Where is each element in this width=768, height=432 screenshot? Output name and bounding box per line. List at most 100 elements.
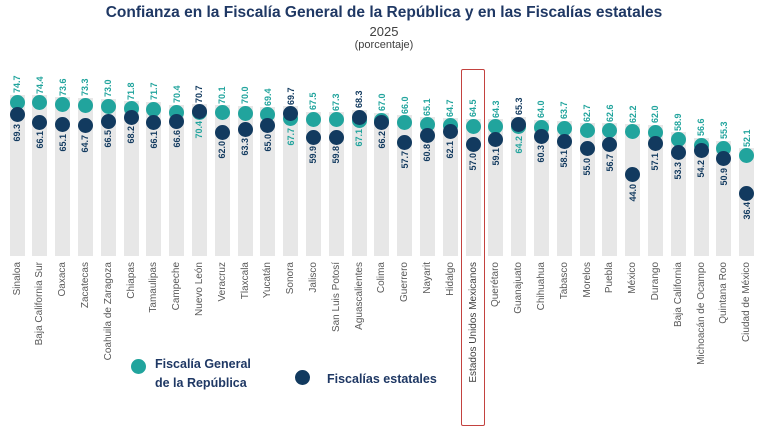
estatal-dot — [305, 129, 321, 145]
fgr-dot — [647, 124, 663, 140]
fgr-value-label: 73.6 — [57, 78, 68, 96]
bar — [670, 132, 686, 256]
estatal-value-label: 63.3 — [240, 138, 250, 156]
bar — [305, 111, 321, 256]
fgr-value-label: 67.7 — [285, 127, 296, 146]
bar — [602, 123, 618, 256]
fgr-dot — [77, 97, 93, 113]
estatal-value-label: 36.4 — [741, 202, 752, 220]
bar — [77, 97, 93, 256]
fgr-value-label: 55.3 — [718, 121, 729, 140]
category-label: Baja California Sur — [34, 262, 46, 346]
category-label: Nuevo León — [193, 262, 205, 316]
category-label: Campeche — [171, 262, 183, 311]
fgr-value-label: 70.4 — [171, 85, 182, 104]
estatal-value-label: 57.1 — [650, 152, 661, 171]
estatal-dot — [123, 109, 139, 125]
estatal-value-label: 59.1 — [490, 148, 501, 166]
estatal-dot — [328, 129, 344, 145]
category-label: Guerrero — [399, 262, 411, 303]
estatal-dot — [739, 185, 755, 201]
fgr-value-label: 66.0 — [399, 96, 410, 114]
estatal-dot — [511, 116, 527, 132]
category-label: Aguascalientes — [353, 262, 365, 330]
legend-estatales-dot-icon — [295, 370, 310, 385]
fgr-dot — [602, 123, 618, 139]
bar — [32, 95, 48, 256]
bar — [214, 105, 230, 256]
estatal-dot — [397, 134, 413, 150]
fgr-dot — [237, 105, 253, 121]
category-label: Morelos — [581, 262, 593, 298]
estatal-dot — [533, 128, 549, 144]
estatal-value-label: 70.7 — [194, 84, 205, 103]
bar — [169, 104, 185, 256]
estatal-dot — [351, 109, 367, 125]
fgr-value-label: 67.3 — [331, 93, 342, 111]
fgr-value-label: 63.7 — [559, 101, 570, 120]
estatal-dot — [442, 124, 458, 140]
estatal-value-label: 68.2 — [126, 126, 136, 144]
fgr-dot — [328, 112, 344, 128]
bar — [716, 140, 732, 256]
fgr-value-label: 71.8 — [126, 82, 136, 100]
estatal-value-label: 44.0 — [627, 183, 638, 202]
bar — [9, 94, 25, 256]
fgr-value-label: 73.0 — [103, 79, 114, 98]
fgr-value-label: 67.0 — [376, 93, 387, 112]
estatal-value-label: 66.1 — [34, 131, 45, 149]
estatal-dot — [191, 104, 207, 120]
category-label: México — [627, 262, 639, 294]
category-label: Michoacán de Ocampo — [695, 262, 707, 365]
bar — [328, 112, 344, 256]
estatal-value-label: 64.7 — [80, 134, 91, 153]
fgr-dot — [465, 118, 481, 134]
category-label: Colima — [376, 262, 388, 294]
bar — [419, 117, 435, 256]
estatal-value-label: 60.8 — [422, 144, 433, 162]
fgr-value-label: 67.5 — [308, 92, 319, 111]
fgr-value-label: 65.1 — [422, 98, 433, 116]
estatal-dot — [419, 127, 435, 143]
category-label: Chiapas — [125, 262, 137, 299]
bar — [511, 116, 527, 256]
estatal-value-label: 59.8 — [331, 146, 342, 164]
estatal-dot — [579, 141, 595, 157]
fgr-dot — [670, 132, 686, 148]
fgr-dot — [579, 123, 595, 139]
bar — [533, 119, 549, 256]
category-label: Guanajuato — [513, 262, 525, 314]
fgr-value-label: 56.6 — [696, 118, 706, 137]
bar — [55, 97, 71, 256]
fgr-value-label: 70.1 — [217, 86, 228, 104]
bar — [237, 105, 253, 256]
estatal-value-label: 59.9 — [308, 146, 319, 164]
fgr-dot — [214, 105, 230, 121]
bar — [397, 115, 413, 256]
estatal-value-label: 62.0 — [217, 141, 228, 159]
fgr-value-label: 64.3 — [490, 100, 501, 118]
bar — [693, 137, 709, 256]
category-label: Veracruz — [216, 262, 228, 302]
category-label: Quintana Roo — [718, 262, 730, 324]
estatal-dot — [647, 136, 663, 152]
bar — [283, 106, 299, 256]
bar — [123, 101, 139, 256]
category-label: Querétaro — [490, 262, 502, 308]
estatal-value-label: 65.3 — [513, 97, 524, 116]
fgr-value-label: 70.4 — [194, 121, 205, 139]
fgr-dot — [397, 115, 413, 131]
estatal-value-label: 55.0 — [582, 157, 592, 176]
estatal-dot — [488, 131, 504, 147]
fgr-dot — [55, 97, 71, 113]
bar — [647, 124, 663, 256]
fgr-value-label: 69.4 — [262, 88, 273, 106]
estatal-dot — [465, 136, 481, 152]
category-label: Puebla — [604, 262, 616, 294]
estatal-value-label: 65.0 — [262, 134, 273, 152]
category-label: Chihuahua — [535, 262, 547, 311]
estatal-value-label: 68.3 — [354, 90, 364, 109]
fgr-dot — [305, 111, 321, 127]
bar — [146, 101, 162, 256]
fgr-value-label: 62.2 — [627, 105, 638, 123]
